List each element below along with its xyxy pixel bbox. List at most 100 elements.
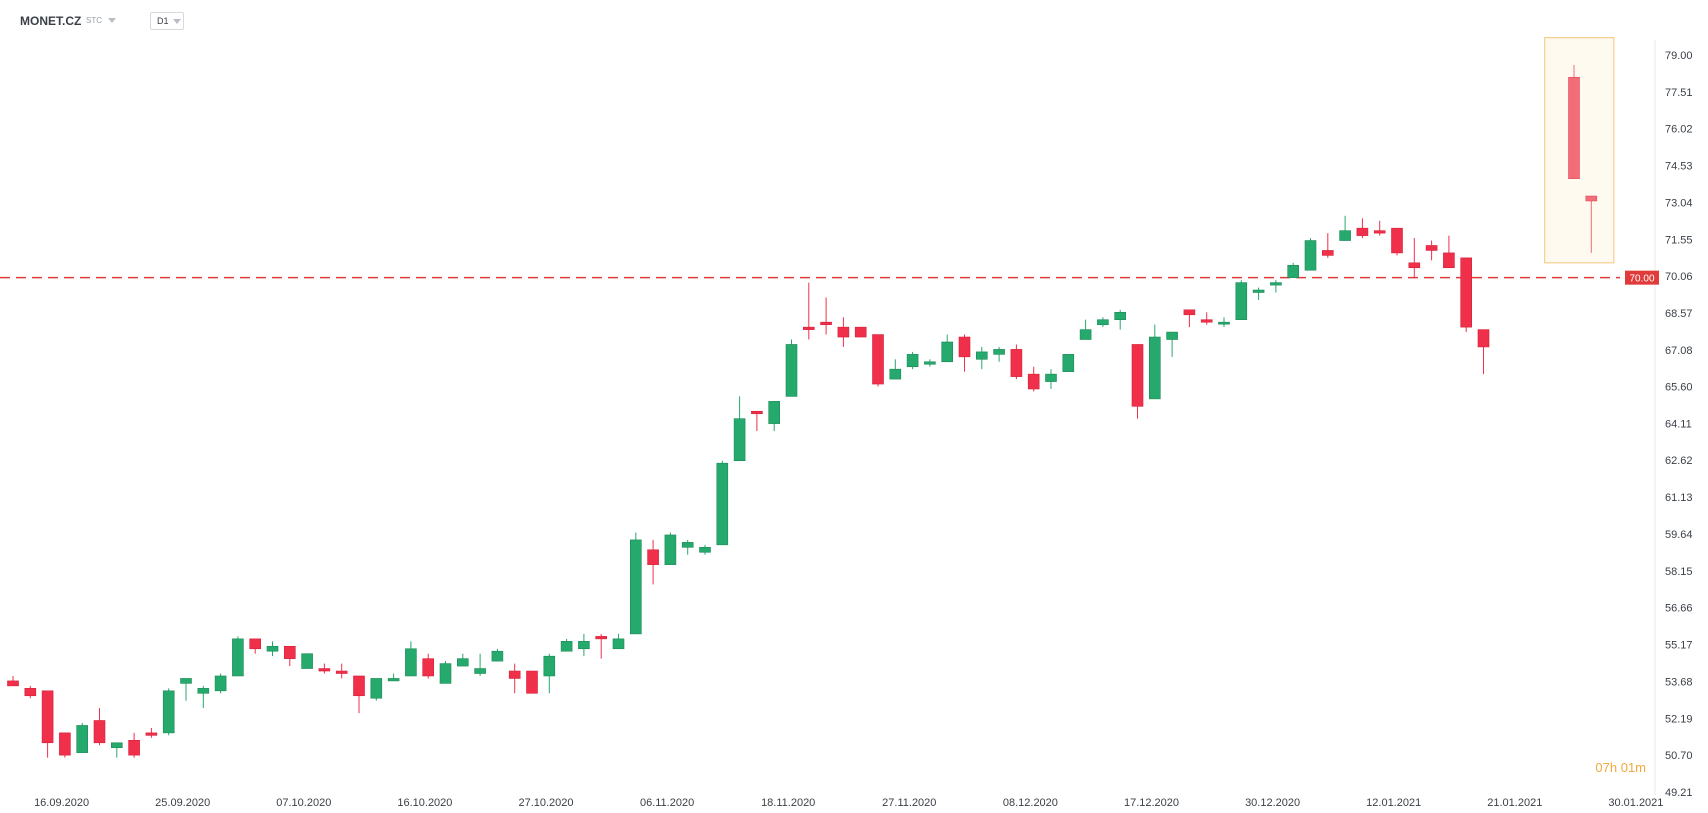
candle[interactable] — [526, 670, 538, 694]
candle[interactable] — [716, 460, 729, 546]
candle[interactable] — [1045, 369, 1057, 389]
candle[interactable] — [993, 346, 1005, 362]
candle-body — [872, 334, 884, 385]
candle[interactable] — [7, 675, 19, 687]
x-tick-label: 12.01.2021 — [1366, 797, 1421, 809]
candle[interactable] — [647, 539, 659, 585]
candle[interactable] — [837, 317, 850, 347]
candle[interactable] — [681, 539, 694, 555]
candle[interactable] — [197, 685, 210, 709]
candle[interactable] — [785, 339, 798, 397]
candle-body — [1477, 329, 1490, 348]
candle[interactable] — [612, 633, 625, 650]
candle[interactable] — [370, 678, 383, 701]
timeframe-select[interactable]: D1 — [150, 12, 184, 30]
chevron-down-icon[interactable] — [108, 18, 116, 23]
candle[interactable] — [283, 645, 296, 667]
candle[interactable] — [1460, 257, 1472, 333]
candle[interactable] — [456, 653, 469, 667]
candle[interactable] — [508, 663, 521, 694]
candle[interactable] — [1425, 240, 1438, 261]
candle[interactable] — [214, 673, 227, 694]
candle[interactable] — [1270, 280, 1282, 293]
candle[interactable] — [578, 633, 590, 657]
candle[interactable] — [1166, 331, 1178, 357]
candle-body — [405, 648, 417, 677]
candle[interactable] — [405, 641, 417, 677]
symbol-label[interactable]: MONET.CZ — [20, 14, 82, 28]
candle[interactable] — [1079, 319, 1092, 340]
candle[interactable] — [1391, 227, 1403, 256]
candle[interactable] — [387, 673, 400, 682]
candle[interactable] — [1252, 287, 1265, 300]
candle[interactable] — [560, 638, 573, 652]
candle[interactable] — [751, 410, 763, 432]
candle[interactable] — [439, 661, 452, 684]
candle[interactable] — [1322, 233, 1334, 258]
candle[interactable] — [162, 688, 175, 736]
candle[interactable] — [872, 334, 884, 387]
candle[interactable] — [958, 334, 971, 372]
candle-body — [180, 678, 192, 684]
candle[interactable] — [543, 653, 556, 694]
candle[interactable] — [664, 532, 677, 565]
candle[interactable] — [906, 351, 919, 370]
candle-body — [1252, 289, 1265, 293]
candle[interactable] — [1304, 238, 1317, 271]
candle[interactable] — [924, 359, 936, 367]
candle[interactable] — [491, 648, 504, 662]
candle[interactable] — [820, 297, 832, 335]
candle[interactable] — [128, 732, 140, 758]
candle[interactable] — [422, 653, 435, 679]
candle[interactable] — [1443, 235, 1455, 269]
candle[interactable] — [93, 708, 106, 746]
level-layer[interactable]: 70.00 — [0, 270, 1659, 285]
candle[interactable] — [232, 636, 244, 677]
candle[interactable] — [854, 326, 867, 338]
candle[interactable] — [1235, 280, 1248, 321]
candle[interactable] — [180, 678, 192, 701]
candle[interactable] — [1373, 220, 1386, 236]
candle[interactable] — [802, 282, 815, 340]
candle[interactable] — [318, 663, 331, 674]
candle[interactable] — [1062, 354, 1075, 372]
candle[interactable] — [353, 675, 365, 714]
candle-body — [854, 326, 867, 338]
candle-body — [578, 641, 590, 650]
candle[interactable] — [1477, 329, 1490, 375]
candle[interactable] — [1183, 309, 1196, 328]
candle[interactable] — [301, 653, 313, 669]
candle[interactable] — [595, 633, 608, 659]
candle[interactable] — [266, 641, 279, 657]
candle[interactable] — [1149, 324, 1161, 400]
candle[interactable] — [1114, 309, 1126, 330]
candle[interactable] — [1010, 344, 1023, 380]
candle[interactable] — [768, 401, 781, 432]
candle[interactable] — [59, 732, 71, 758]
candle[interactable] — [335, 663, 348, 679]
candle[interactable] — [111, 742, 123, 758]
candle[interactable] — [1131, 344, 1144, 419]
candle[interactable] — [1218, 317, 1230, 328]
candle[interactable] — [249, 638, 261, 654]
candle-body — [1027, 373, 1040, 390]
candle[interactable] — [41, 690, 54, 758]
candle[interactable] — [24, 685, 37, 699]
candle[interactable] — [1339, 215, 1351, 241]
candle[interactable] — [1408, 238, 1421, 278]
candle[interactable] — [699, 544, 711, 555]
candle[interactable] — [145, 727, 158, 738]
candle[interactable] — [1027, 366, 1040, 392]
candle[interactable] — [1356, 218, 1369, 239]
candle[interactable] — [629, 532, 642, 635]
candle[interactable] — [1200, 312, 1213, 325]
candle[interactable] — [733, 396, 746, 462]
candle[interactable] — [975, 346, 988, 370]
candle[interactable] — [1287, 262, 1299, 278]
candle[interactable] — [1097, 317, 1109, 328]
candle[interactable] — [941, 334, 954, 363]
candle[interactable] — [474, 653, 486, 676]
candle[interactable] — [76, 722, 88, 753]
candle[interactable] — [889, 359, 902, 380]
